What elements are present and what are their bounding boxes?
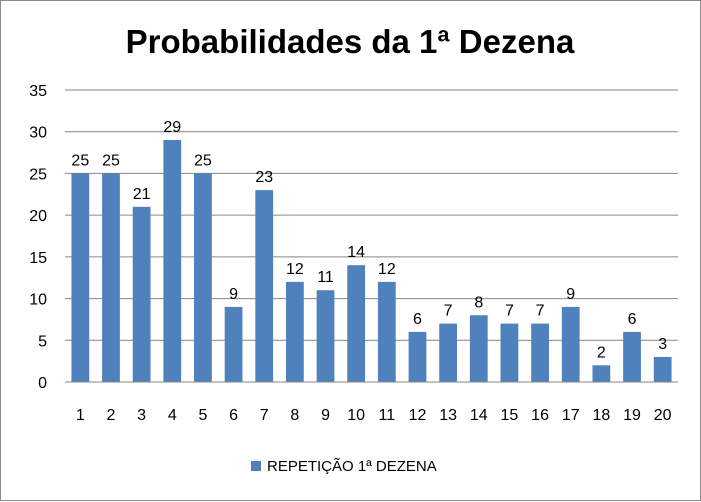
data-label: 25 xyxy=(71,152,89,169)
x-tick-label: 11 xyxy=(379,407,396,424)
x-tick-label: 18 xyxy=(592,407,610,424)
x-tick-label: 8 xyxy=(290,407,299,424)
x-tick-label: 14 xyxy=(470,407,488,424)
bar xyxy=(347,265,366,382)
data-labels: 25 25 21 29 25 9 23 12 11 14 12 6 7 8 7 7 9 2 6 3 xyxy=(71,119,667,361)
y-tick-label: 0 xyxy=(38,375,47,392)
data-label: 14 xyxy=(347,244,365,261)
x-tick-label: 5 xyxy=(198,407,207,424)
bar xyxy=(531,323,549,382)
bar xyxy=(408,331,427,382)
x-tick-label: 16 xyxy=(531,407,549,424)
x-tick-label: 7 xyxy=(260,407,269,424)
y-tick-label: 10 xyxy=(29,292,47,309)
bar xyxy=(500,323,519,382)
x-axis-ticks: 1 2 3 4 5 6 7 8 9 10 11 12 13 14 15 16 17 18 19 20 xyxy=(76,407,672,424)
data-label: 25 xyxy=(194,152,212,169)
data-label: 29 xyxy=(163,119,181,136)
data-label: 25 xyxy=(102,152,120,169)
bar xyxy=(469,315,488,382)
x-tick-label: 9 xyxy=(321,407,330,424)
x-tick-label: 1 xyxy=(76,407,85,424)
bar xyxy=(102,173,120,382)
data-label: 12 xyxy=(286,261,304,278)
data-label: 2 xyxy=(597,344,606,361)
gridlines xyxy=(65,89,678,341)
x-tick-label: 17 xyxy=(562,407,580,424)
data-label: 9 xyxy=(566,286,575,303)
data-label: 11 xyxy=(317,269,334,286)
data-label: 8 xyxy=(474,294,483,311)
y-tick-label: 25 xyxy=(29,166,47,183)
legend: REPETIÇÃO 1ª DEZENA xyxy=(251,458,437,475)
bar xyxy=(377,281,396,382)
bar xyxy=(316,290,335,382)
x-tick-label: 3 xyxy=(137,407,146,424)
data-label: 12 xyxy=(378,261,396,278)
data-label: 7 xyxy=(505,303,514,320)
x-tick-label: 20 xyxy=(654,407,672,424)
x-tick-label: 15 xyxy=(501,407,519,424)
y-axis-ticks: 0 5 10 15 20 25 30 35 xyxy=(29,83,47,392)
bar xyxy=(194,173,212,382)
data-label: 21 xyxy=(133,186,151,203)
bar xyxy=(592,365,611,382)
data-label: 7 xyxy=(536,303,545,320)
x-tick-label: 12 xyxy=(409,407,427,424)
chart-title: Probabilidades da 1ª Dezena xyxy=(126,23,575,60)
y-tick-label: 30 xyxy=(29,125,47,142)
bars xyxy=(71,140,672,382)
y-tick-label: 20 xyxy=(29,208,47,225)
bar xyxy=(439,323,458,382)
data-label: 6 xyxy=(413,311,422,328)
bar xyxy=(653,356,672,382)
x-tick-label: 13 xyxy=(439,407,457,424)
bar xyxy=(285,281,304,382)
y-tick-label: 35 xyxy=(29,83,47,100)
x-tick-label: 6 xyxy=(229,407,238,424)
bar xyxy=(224,306,243,382)
data-label: 3 xyxy=(658,336,667,353)
legend-swatch xyxy=(251,461,261,471)
bar xyxy=(255,190,274,382)
bar xyxy=(71,173,90,382)
x-tick-label: 4 xyxy=(168,407,177,424)
x-tick-label: 19 xyxy=(623,407,641,424)
bar xyxy=(132,206,151,382)
x-tick-label: 2 xyxy=(107,407,116,424)
bar xyxy=(561,306,580,382)
legend-label: REPETIÇÃO 1ª DEZENA xyxy=(267,458,437,475)
data-label: 23 xyxy=(255,169,273,186)
bar xyxy=(163,140,182,382)
y-tick-label: 15 xyxy=(29,250,47,267)
bar xyxy=(623,331,641,382)
data-label: 7 xyxy=(444,303,453,320)
data-label: 6 xyxy=(628,311,637,328)
y-tick-label: 5 xyxy=(38,333,47,350)
data-label: 9 xyxy=(229,286,238,303)
x-tick-label: 10 xyxy=(347,407,365,424)
